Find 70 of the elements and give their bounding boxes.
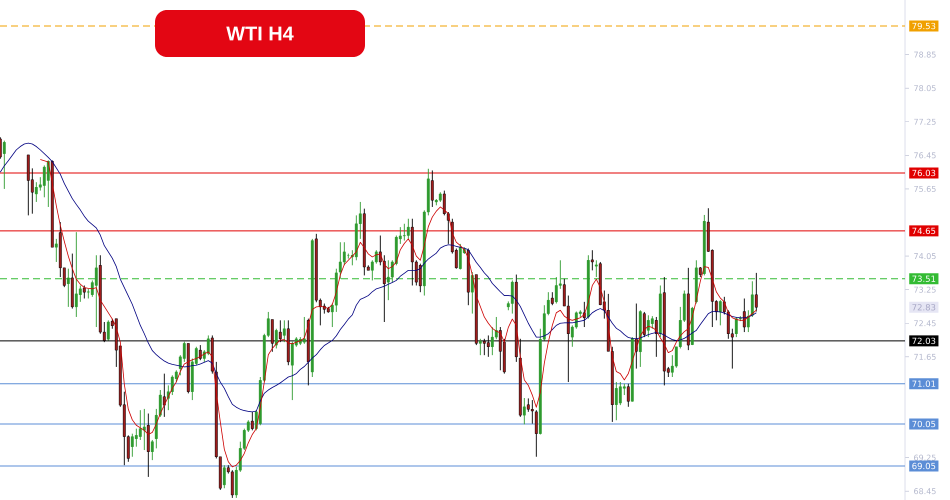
- candlestick: [746, 310, 750, 333]
- candlestick: [698, 266, 702, 278]
- candlestick: [554, 276, 558, 304]
- candlestick: [138, 410, 142, 440]
- ref-line-label: 79.53: [912, 22, 936, 30]
- candlestick: [478, 338, 482, 356]
- candlestick: [106, 320, 110, 341]
- candlestick: [386, 260, 390, 301]
- candlestick: [250, 411, 254, 431]
- candlestick: [2, 140, 6, 190]
- candlestick: [46, 160, 50, 208]
- candlestick: [42, 164, 46, 198]
- candlestick: [594, 260, 598, 278]
- text: WTI H4: [226, 26, 294, 40]
- candlestick: [130, 433, 134, 458]
- candlestick: [626, 383, 630, 408]
- ref-line-label: 69.05: [912, 462, 936, 470]
- candlestick: [418, 263, 422, 293]
- ref-line-label: 73.51: [912, 276, 936, 282]
- candlestick: [302, 316, 306, 344]
- ref-line-label: 70.05: [912, 420, 936, 428]
- candlestick: [338, 242, 342, 280]
- candlestick: [430, 170, 434, 208]
- candlestick: [646, 314, 650, 338]
- candlestick: [550, 292, 554, 306]
- candlestick: [34, 182, 38, 202]
- candlestick: [274, 328, 278, 349]
- candlestick: [750, 280, 754, 318]
- ref-line-label: 76.03: [912, 170, 936, 176]
- ref-line-label: 74.65: [912, 228, 936, 234]
- candlestick: [198, 344, 202, 361]
- candlestick: [718, 300, 722, 326]
- candlestick: [94, 254, 98, 328]
- candlestick: [282, 320, 286, 343]
- candlestick: [150, 440, 154, 461]
- candlestick: [526, 398, 530, 412]
- candlestick: [458, 243, 462, 270]
- candlestick: [642, 311, 646, 338]
- candlestick: [162, 373, 166, 418]
- candlestick: [742, 298, 746, 333]
- candlestick: [530, 400, 534, 424]
- candlestick: [618, 382, 622, 406]
- ref-line-label: 71.01: [912, 380, 936, 387]
- candlestick: [438, 192, 442, 202]
- candlestick: [142, 408, 146, 450]
- candlestick: [158, 390, 162, 418]
- candlestick: [406, 218, 410, 240]
- candlestick: [490, 326, 494, 356]
- ref-line-label: 72.03: [912, 338, 936, 344]
- candlestick: [154, 408, 158, 449]
- candlestick: [222, 464, 226, 489]
- candlestick: [206, 334, 210, 356]
- candlestick: [522, 398, 526, 425]
- candlestick: [650, 316, 654, 330]
- candlestick: [402, 223, 406, 241]
- text: 72.83: [912, 304, 936, 311]
- candlestick: [66, 268, 70, 308]
- candlestick: [470, 272, 474, 314]
- candlestick: [290, 341, 294, 401]
- candlestick: [134, 428, 138, 448]
- candlestick: [74, 232, 78, 318]
- candlestick: [510, 280, 514, 314]
- candlestick: [590, 250, 594, 271]
- candlestick: [614, 382, 618, 421]
- candlestick: [54, 238, 58, 262]
- candlestick: [754, 272, 758, 312]
- candlestick: [82, 285, 86, 299]
- candlestick: [534, 410, 538, 458]
- candlestick: [382, 254, 386, 322]
- candlestick: [230, 470, 234, 498]
